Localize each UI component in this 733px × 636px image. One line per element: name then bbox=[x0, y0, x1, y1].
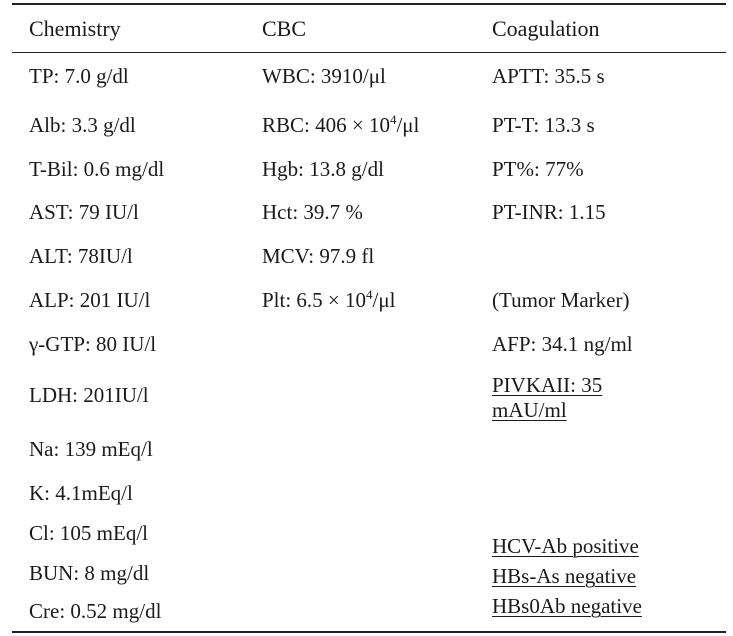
cbc-plt-unit: /μl bbox=[372, 288, 396, 312]
chem-alb: Alb: 3.3 g/dl bbox=[29, 113, 136, 137]
chem-ggtp: γ-GTP: 80 IU/l bbox=[29, 332, 157, 356]
table-header-rule bbox=[12, 52, 726, 53]
tumor-marker-heading: (Tumor Marker) bbox=[492, 288, 630, 312]
table-top-rule bbox=[12, 3, 726, 5]
coag-aptt: APTT: 35.5 s bbox=[492, 64, 605, 88]
chem-k: K: 4.1mEq/l bbox=[29, 481, 133, 505]
chemistry-header: Chemistry bbox=[29, 16, 121, 41]
tumor-pivka: PIVKAII: 35 mAU/ml bbox=[492, 373, 603, 422]
cbc-plt-main: Plt: 6.5 × 10 bbox=[262, 288, 367, 312]
coag-pt-inr: PT-INR: 1.15 bbox=[492, 200, 606, 224]
chem-bun: BUN: 8 mg/dl bbox=[29, 561, 150, 585]
chem-tp: TP: 7.0 g/dl bbox=[29, 64, 129, 88]
coagulation-header: Coagulation bbox=[492, 16, 600, 41]
serology-hcv-ab: HCV-Ab positive bbox=[492, 534, 639, 558]
cbc-mcv: MCV: 97.9 fl bbox=[262, 244, 375, 268]
coag-pt-pct: PT%: 77% bbox=[492, 157, 584, 181]
chem-ldh: LDH: 201IU/l bbox=[29, 383, 149, 407]
chem-na: Na: 139 mEq/l bbox=[29, 437, 153, 461]
cbc-rbc: RBC: 406 × 104/μl bbox=[262, 113, 419, 137]
cbc-rbc-exponent: 4 bbox=[389, 112, 397, 127]
chem-alp: ALP: 201 IU/l bbox=[29, 288, 151, 312]
cbc-hgb: Hgb: 13.8 g/dl bbox=[262, 157, 384, 181]
cbc-plt: Plt: 6.5 × 104/μl bbox=[262, 288, 395, 312]
cbc-plt-exponent: 4 bbox=[366, 287, 373, 302]
serology-hbs-as: HBs-As negative bbox=[492, 564, 637, 588]
chem-cre: Cre: 0.52 mg/dl bbox=[29, 599, 162, 623]
serology-hbs0ab: HBs0Ab negative bbox=[492, 594, 642, 618]
table-bottom-rule bbox=[12, 631, 726, 633]
chem-cl: Cl: 105 mEq/l bbox=[29, 521, 149, 545]
cbc-wbc: WBC: 3910/μl bbox=[262, 64, 386, 88]
cbc-rbc-main: RBC: 406 × 10 bbox=[262, 113, 390, 137]
chem-ast: AST: 79 IU/l bbox=[29, 200, 139, 224]
tumor-afp: AFP: 34.1 ng/ml bbox=[492, 332, 633, 356]
cbc-rbc-unit: /μl bbox=[396, 113, 420, 137]
chem-tbil: T-Bil: 0.6 mg/dl bbox=[29, 157, 165, 181]
coag-pt-t: PT-T: 13.3 s bbox=[492, 113, 595, 137]
chem-alt: ALT: 78IU/l bbox=[29, 244, 133, 268]
cbc-hct: Hct: 39.7 % bbox=[262, 200, 363, 224]
cbc-header: CBC bbox=[262, 16, 307, 41]
